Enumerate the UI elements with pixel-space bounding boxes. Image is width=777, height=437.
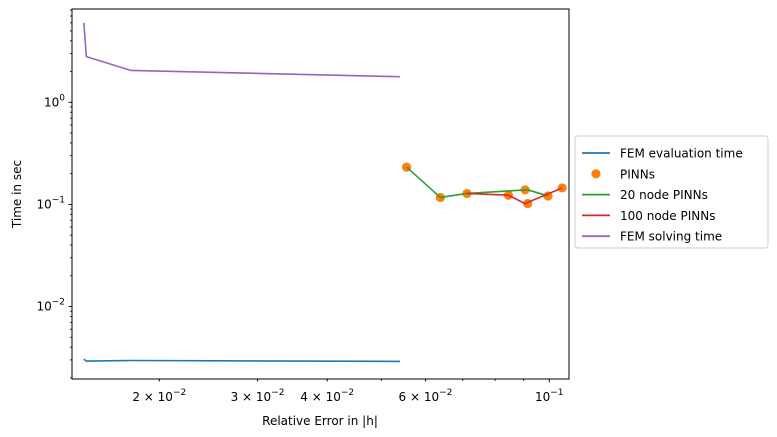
series-fem-evaluation-time <box>83 358 400 363</box>
legend-marker <box>591 169 601 179</box>
series-layer <box>83 22 567 363</box>
data-point <box>557 183 567 193</box>
legend-item-pinns: PINNs <box>591 167 655 181</box>
legend-label: PINNs <box>620 167 655 181</box>
y-tick-label: 10−1 <box>36 195 65 211</box>
x-axis-label: Relative Error in |h| <box>262 414 378 428</box>
x-tick-label: 2 × 10−2 <box>132 388 186 404</box>
legend-item-fem-solving-time: FEM solving time <box>582 230 722 244</box>
legend: FEM evaluation time PINNs 20 node PINNs 100… <box>574 135 769 249</box>
plot-frame <box>71 8 570 380</box>
series-fem-solving-time <box>83 22 400 78</box>
legend-item-100-node-pinns: 100 node PINNs <box>582 209 715 223</box>
series-line-100-node-pinns <box>466 187 563 205</box>
x-tick-label: 3 × 10−2 <box>231 388 285 404</box>
legend-item-20-node-pinns: 20 node PINNs <box>582 188 708 202</box>
y-axis-label: Time in sec <box>10 160 24 229</box>
x-axis-ticks: 2 × 10−2 3 × 10−2 4 × 10−2 6 × 10−2 10−1 <box>132 379 564 404</box>
y-tick-label: 100 <box>44 93 65 109</box>
series-line-fem-evaluation-time <box>83 358 400 363</box>
x-tick-label: 6 × 10−2 <box>399 388 453 404</box>
legend-item-fem-evaluation-time: FEM evaluation time <box>582 147 743 161</box>
x-tick-label: 4 × 10−2 <box>300 388 354 404</box>
legend-label: 100 node PINNs <box>620 209 715 223</box>
legend-label: FEM evaluation time <box>620 147 743 161</box>
x-tick-label: 10−1 <box>535 388 564 404</box>
series-100-node-pinns <box>466 187 563 205</box>
legend-label: FEM solving time <box>620 230 722 244</box>
legend-box <box>574 135 769 249</box>
legend-label: 20 node PINNs <box>620 188 708 202</box>
y-tick-label: 10−2 <box>36 298 65 314</box>
series-line-fem-solving-time <box>83 22 400 78</box>
y-axis-ticks: 10−2 10−1 100 <box>36 9 72 379</box>
